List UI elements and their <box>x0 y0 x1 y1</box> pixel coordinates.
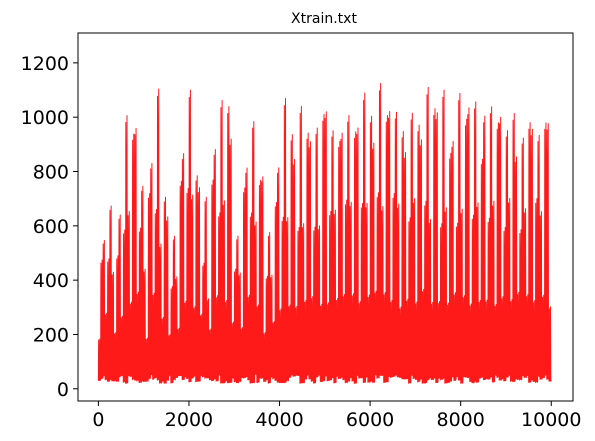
x-tick-label: 6000 <box>346 409 394 431</box>
x-tick-label: 4000 <box>255 409 303 431</box>
x-tick-label: 2000 <box>165 409 213 431</box>
series-line <box>97 82 552 384</box>
y-tick-label: 800 <box>33 162 69 184</box>
x-tick-label: 0 <box>92 409 104 431</box>
x-tick-label: 8000 <box>437 409 485 431</box>
y-tick-label: 0 <box>57 379 69 401</box>
y-axis: 0 200 400 600 800 1000 1200 <box>21 53 78 401</box>
x-axis: 0 2000 4000 6000 8000 10000 <box>92 401 581 431</box>
chart-title: Xtrain.txt <box>291 11 357 27</box>
y-tick-label: 600 <box>33 216 69 238</box>
plot-frame <box>77 32 574 402</box>
series-layer <box>97 82 552 384</box>
y-tick-label: 1200 <box>21 53 69 75</box>
y-tick-label: 200 <box>33 324 69 346</box>
y-tick-label: 1000 <box>21 107 69 129</box>
x-tick-label: 10000 <box>521 409 581 431</box>
y-tick-label: 400 <box>33 270 69 292</box>
